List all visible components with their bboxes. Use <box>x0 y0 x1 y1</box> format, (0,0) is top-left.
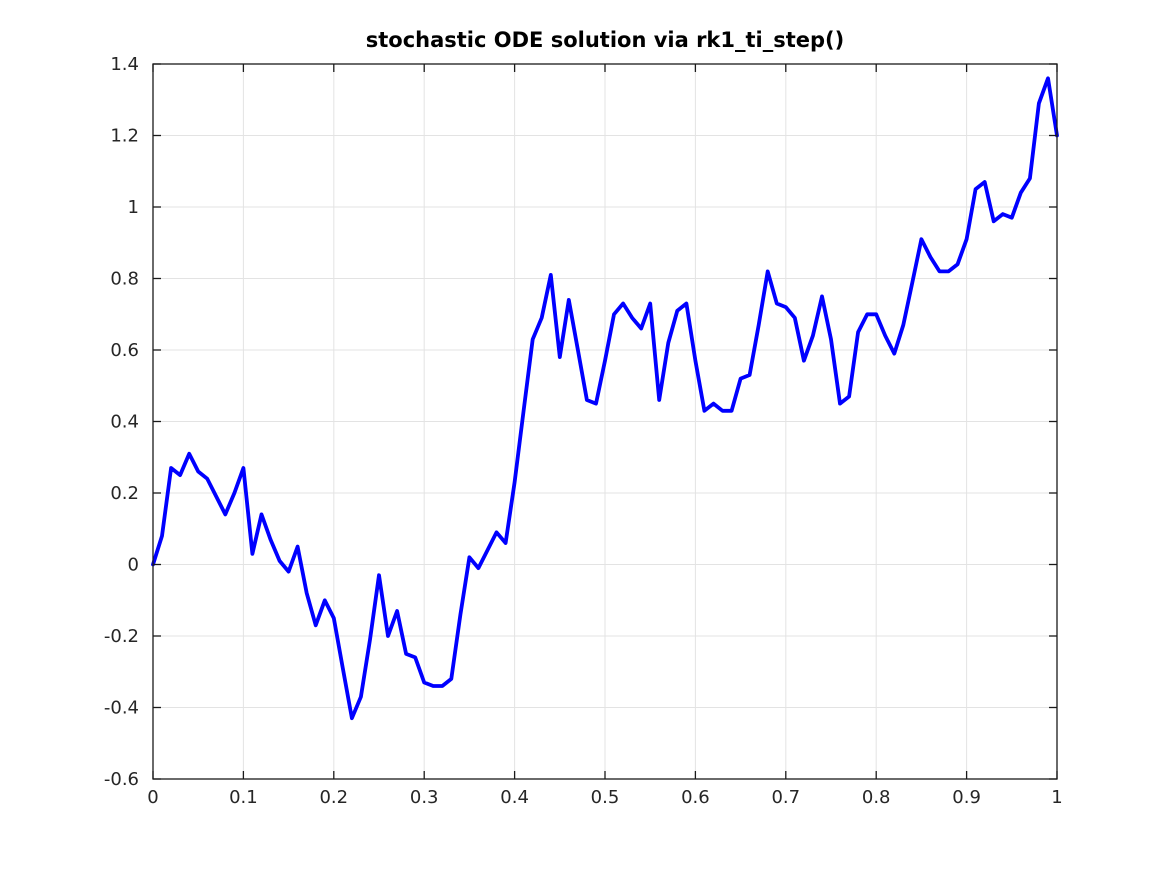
x-tick-label: 0.9 <box>952 787 981 808</box>
x-tick-label: 1 <box>1051 787 1062 808</box>
y-tick-label: -0.6 <box>104 769 139 790</box>
y-tick-label: 0.2 <box>110 483 139 504</box>
y-tick-label: -0.4 <box>104 698 139 719</box>
y-tick-label: 1.4 <box>110 54 139 75</box>
series-line <box>151 76 1059 721</box>
y-tick-label: -0.2 <box>104 626 139 647</box>
y-tick-label: 0.8 <box>110 269 139 290</box>
y-tick-label: 1 <box>128 197 139 218</box>
y-tick-label: 1.2 <box>110 126 139 147</box>
y-tick-label: 0.6 <box>110 340 139 361</box>
x-tick-label: 0.7 <box>771 787 800 808</box>
x-tick-label: 0.5 <box>591 787 620 808</box>
x-tick-label: 0.8 <box>862 787 891 808</box>
x-tick-label: 0.4 <box>500 787 529 808</box>
chart-title: stochastic ODE solution via rk1_ti_step(… <box>365 28 845 52</box>
y-tick-label: 0 <box>128 555 139 576</box>
x-tick-label: 0.3 <box>410 787 439 808</box>
x-tick-label: 0.2 <box>319 787 348 808</box>
x-tick-label: 0 <box>147 787 158 808</box>
y-tick-label: 0.4 <box>110 412 139 433</box>
x-tick-label: 0.1 <box>229 787 258 808</box>
x-tick-label: 0.6 <box>681 787 710 808</box>
